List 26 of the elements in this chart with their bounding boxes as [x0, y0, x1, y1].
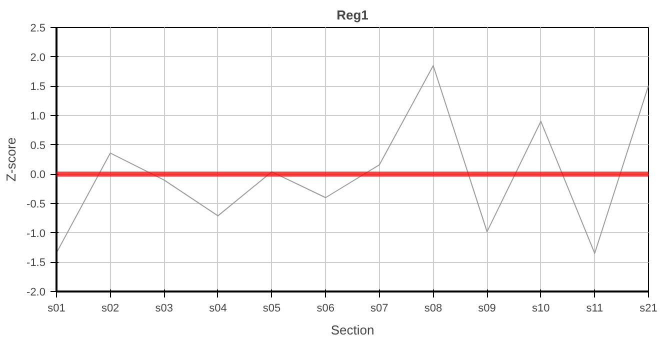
- x-axis-title: Section: [330, 322, 374, 338]
- y-tick-label: -2.0: [26, 286, 46, 298]
- x-tick-label: s05: [262, 302, 281, 314]
- x-tick-label: s03: [155, 302, 174, 314]
- y-tick-label: -0.5: [26, 198, 46, 210]
- y-tick-label: -1.0: [26, 228, 46, 240]
- y-axis-title: Z-score: [4, 137, 19, 182]
- x-tick-label: s04: [209, 302, 227, 314]
- y-tick-label: 2.5: [30, 22, 46, 34]
- x-tick-label: s07: [370, 302, 388, 314]
- y-tick-label: 0.0: [30, 169, 46, 182]
- chart-title: Reg1: [336, 8, 368, 22]
- y-tick-label: 1.0: [30, 110, 46, 122]
- x-tick-label: s10: [532, 302, 550, 314]
- y-tick-label: 1.5: [30, 81, 46, 94]
- x-tick-label: s21: [640, 302, 658, 314]
- y-tick-label: -1.5: [26, 257, 46, 270]
- x-tick-label: s08: [424, 302, 442, 314]
- y-tick-label: 0.5: [30, 140, 46, 152]
- x-tick-label: s02: [101, 302, 120, 314]
- x-tick-label: s11: [586, 302, 604, 314]
- line-series: [56, 65, 648, 254]
- x-tick-label: s01: [48, 302, 66, 314]
- x-tick-label: s06: [316, 302, 334, 314]
- y-tick-label: 2.0: [30, 52, 46, 64]
- x-tick-label: s09: [478, 302, 496, 314]
